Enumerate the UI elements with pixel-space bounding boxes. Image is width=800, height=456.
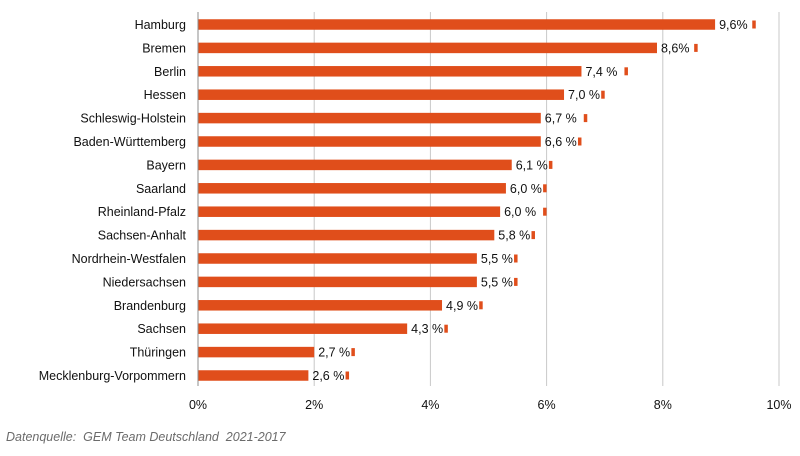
x-tick-label: 2% (305, 398, 323, 412)
bar (198, 19, 716, 30)
labels: Hamburg 9,6% Bremen 8,6% Berlin 7,4 % Hessen 7,… (39, 18, 748, 383)
value-marker (583, 114, 588, 123)
value-marker (601, 90, 605, 99)
data-label: 9,6% (719, 18, 748, 32)
bar (198, 136, 541, 147)
value-marker (624, 67, 628, 76)
bar (198, 253, 477, 264)
value-marker (514, 277, 518, 286)
data-label: 6,0 % (510, 182, 542, 196)
value-marker (351, 348, 355, 357)
value-marker (694, 43, 698, 52)
category-label: Thüringen (130, 346, 186, 360)
bar (198, 42, 657, 54)
bar (198, 183, 506, 194)
category-label: Nordrhein-Westfalen (72, 252, 186, 266)
bar-chart: Hamburg 9,6% Bremen 8,6% Berlin 7,4 % Hessen 7,… (39, 12, 792, 412)
category-label: Saarland (136, 182, 186, 196)
bars (198, 19, 756, 381)
bar (198, 229, 495, 241)
category-label: Rheinland-Pfalz (98, 205, 186, 219)
bar (198, 346, 315, 358)
category-label: Berlin (154, 65, 186, 79)
bar (198, 276, 477, 288)
data-label: 6,6 % (545, 135, 577, 149)
bar (198, 112, 541, 124)
data-label: 4,9 % (446, 299, 478, 313)
x-tick-label: 0% (189, 398, 207, 412)
data-label: 7,0 % (568, 88, 600, 102)
source-note: Datenquelle: GEM Team Deutschland 2021-2… (6, 430, 286, 444)
x-tick-label: 6% (538, 398, 556, 412)
data-label: 2,7 % (318, 346, 350, 360)
category-label: Mecklenburg-Vorpommern (39, 369, 186, 383)
bar (198, 89, 565, 100)
category-label: Bremen (142, 41, 186, 55)
value-marker (444, 324, 448, 333)
value-marker (577, 137, 582, 146)
bar (198, 370, 309, 381)
category-label: Niedersachsen (103, 275, 186, 289)
data-label: 7,4 % (585, 65, 617, 79)
value-marker (543, 184, 547, 193)
bar (198, 66, 582, 77)
bar (198, 159, 512, 171)
category-label: Sachsen-Anhalt (98, 229, 187, 243)
value-marker (531, 231, 535, 240)
data-label: 5,5 % (481, 275, 513, 289)
value-marker (345, 371, 350, 380)
x-tick-label: 4% (421, 398, 439, 412)
bar (198, 206, 501, 217)
x-axis-ticks: 0% 2% 4% 6% 8% 10% (189, 398, 792, 412)
category-label: Brandenburg (114, 299, 186, 313)
value-marker (543, 207, 547, 216)
category-label: Schleswig-Holstein (80, 112, 186, 126)
data-label: 8,6% (661, 41, 690, 55)
category-label: Bayern (146, 158, 186, 172)
data-label: 4,3 % (411, 322, 443, 336)
value-marker (548, 160, 553, 169)
data-label: 6,7 % (545, 112, 577, 126)
x-tick-label: 10% (766, 398, 791, 412)
value-marker (514, 254, 518, 263)
category-label: Hessen (144, 88, 186, 102)
category-label: Baden-Württemberg (73, 135, 186, 149)
data-label: 6,1 % (516, 158, 548, 172)
value-marker (752, 20, 756, 29)
data-label: 2,6 % (312, 369, 344, 383)
value-marker (479, 301, 483, 310)
bar (198, 300, 443, 311)
bar (198, 323, 408, 334)
x-tick-label: 8% (654, 398, 672, 412)
data-label: 5,8 % (498, 229, 530, 243)
data-label: 6,0 % (504, 205, 536, 219)
data-label: 5,5 % (481, 252, 513, 266)
category-label: Sachsen (137, 322, 186, 336)
category-label: Hamburg (135, 18, 186, 32)
